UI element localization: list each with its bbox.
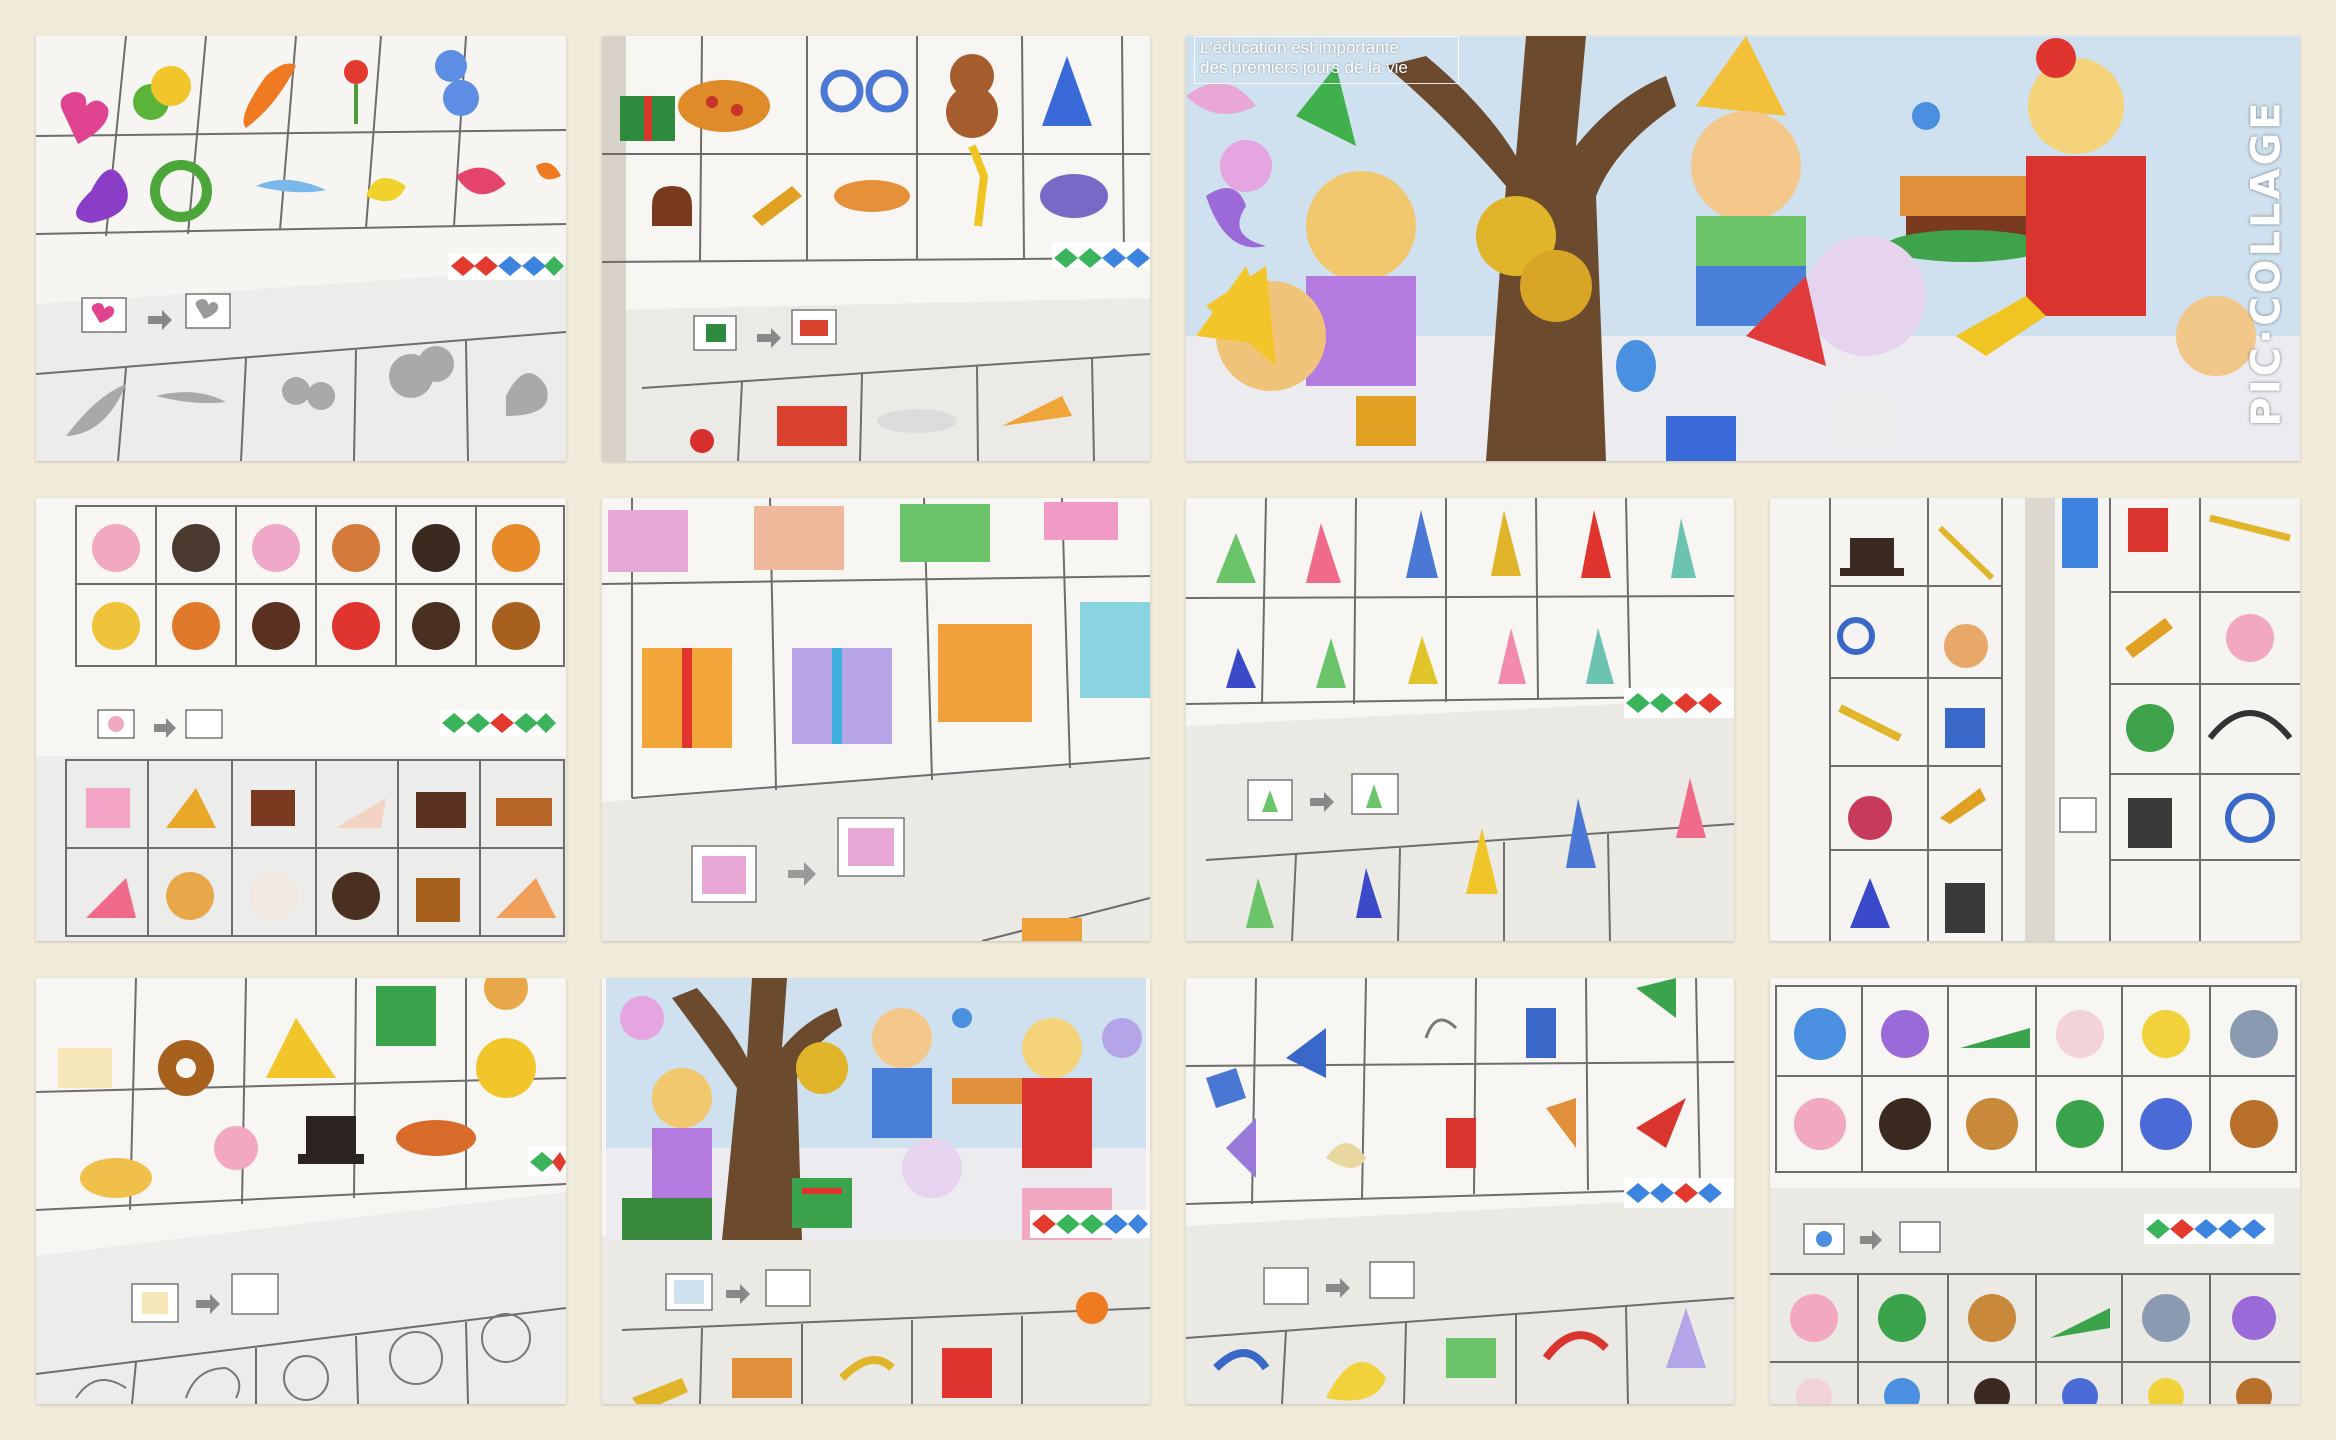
photo-shape-matching (36, 978, 566, 1404)
pic-collage-watermark: PIC·COLLAGE (2240, 68, 2294, 458)
photo-party-scene: L'éducation est importante des premiers … (1186, 36, 2300, 461)
photo-party-items (602, 36, 1150, 461)
photo-magic-items (1770, 498, 2300, 941)
photo-party-scene-puzzle (602, 978, 1150, 1404)
photo-balloon-animals (36, 36, 566, 461)
photo-shape-fragments (1186, 978, 1734, 1404)
watermark-text: PIC·COLLAGE (2244, 99, 2291, 427)
photo-animal-stickers (1770, 978, 2300, 1404)
caption-banner: L'éducation est importante des premiers … (1194, 36, 1459, 84)
caption-line-1: L'éducation est importante (1200, 38, 1399, 57)
caption-line-2: des premiers jours de la vie (1200, 58, 1408, 77)
photo-party-hats (1186, 498, 1734, 941)
photo-gift-boxes (602, 498, 1150, 941)
photo-cakes-page (36, 498, 566, 941)
